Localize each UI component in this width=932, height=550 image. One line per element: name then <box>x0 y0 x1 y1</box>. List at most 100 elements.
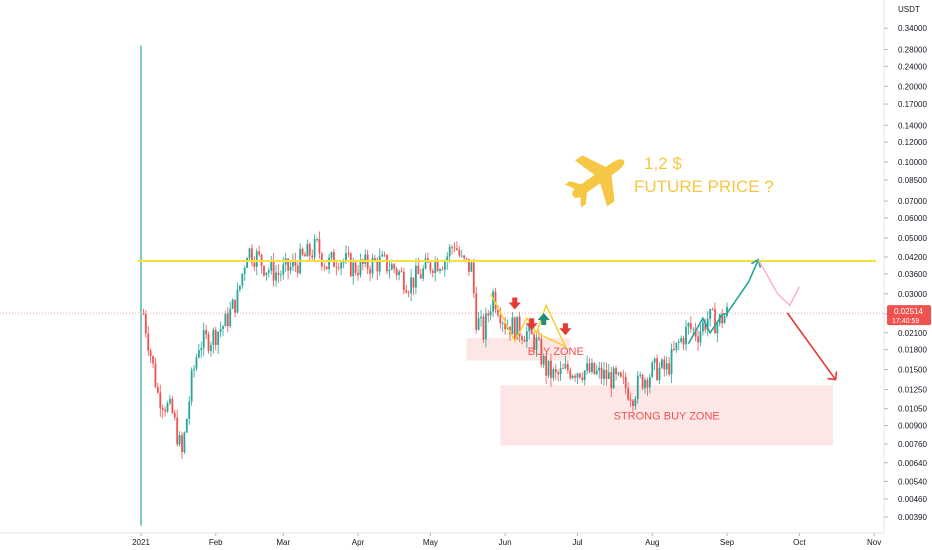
candle-body <box>251 248 253 263</box>
candle-body <box>226 313 229 327</box>
candle-body <box>453 247 456 249</box>
candle-body <box>629 399 632 401</box>
candle-body <box>287 258 290 271</box>
candle-body <box>591 362 593 373</box>
y-tick-label: 0.05000 <box>898 234 927 243</box>
candle-body <box>721 314 724 324</box>
candle-body <box>460 255 463 257</box>
x-tick-label: May <box>423 538 438 547</box>
candle-body <box>238 285 241 290</box>
y-tick-label: 0.00460 <box>898 495 927 504</box>
candle-body <box>263 265 265 276</box>
candle-body <box>482 316 485 340</box>
candle-body <box>149 350 152 357</box>
candle-body <box>275 272 277 281</box>
candle-body <box>605 369 608 380</box>
candle-body <box>456 248 458 250</box>
candle-body <box>610 372 613 389</box>
x-tick-label: Aug <box>645 538 659 547</box>
candle-body <box>410 277 412 294</box>
candle-body <box>328 257 330 270</box>
candle-body <box>501 323 504 324</box>
candle-body <box>651 362 654 377</box>
candle-body <box>504 323 507 330</box>
candle-body <box>164 409 167 412</box>
y-tick-label: 0.24000 <box>898 62 927 71</box>
candle-body <box>337 267 340 269</box>
candle-body <box>723 316 726 324</box>
time-axis[interactable]: 2021 Feb Mar Apr May Jun Jul Aug Sep Oct Nov <box>132 533 881 547</box>
candle-body <box>641 374 644 389</box>
candle-body <box>431 270 434 274</box>
candle-body <box>484 313 487 340</box>
signal-down-arrow <box>525 318 538 331</box>
zone-rect <box>466 338 571 361</box>
candle-body <box>451 246 453 248</box>
candle-body <box>255 251 258 267</box>
candle-body <box>547 360 550 376</box>
candle-body <box>472 262 475 294</box>
y-tick-label: 0.01050 <box>898 405 927 414</box>
candle-body <box>352 262 355 277</box>
candle-body <box>417 265 420 275</box>
candle-body <box>574 375 576 378</box>
zone-label: STRONG BUY ZONE <box>614 410 720 422</box>
candle-body <box>538 337 540 339</box>
annotation-future-price: FUTURE PRICE ? <box>634 177 774 196</box>
candle-body <box>246 258 249 268</box>
candle-body <box>154 363 157 388</box>
candle-body <box>181 435 183 453</box>
candle-body <box>424 258 427 269</box>
y-tick-label: 0.00390 <box>898 513 927 522</box>
candle-body <box>236 289 239 313</box>
candle-body <box>533 334 535 350</box>
candle-body <box>243 267 246 274</box>
y-tick-label: 0.04200 <box>898 253 927 262</box>
candle-body <box>183 432 186 453</box>
candle-body <box>673 348 675 350</box>
candle-body <box>279 274 282 276</box>
candle-body <box>443 261 446 270</box>
candle-body <box>475 293 478 330</box>
candle-body <box>152 356 154 364</box>
countdown-label: 17:40:59 <box>892 318 919 325</box>
candle-body <box>190 370 193 402</box>
y-tick-label: 0.01250 <box>898 386 927 395</box>
candle-body <box>687 323 690 327</box>
candle-body <box>658 367 661 381</box>
candle-body <box>562 368 564 369</box>
y-tick-label: 0.28000 <box>898 45 927 54</box>
candle-body <box>405 290 408 293</box>
candle-body <box>709 308 712 319</box>
candle-body <box>210 345 212 351</box>
candle-body <box>354 262 357 273</box>
candle-body <box>714 309 716 334</box>
candle-body <box>699 331 702 343</box>
candle-body <box>188 401 191 420</box>
candle-body <box>376 260 379 272</box>
price-axis[interactable]: 0.34000 0.28000 0.24000 0.20000 0.17000 0.140… <box>884 5 931 522</box>
candle-body <box>581 377 584 381</box>
candle-body <box>311 255 314 258</box>
candle-body <box>499 315 502 324</box>
x-tick-label: Oct <box>793 538 806 547</box>
airplane-wing-top <box>575 155 607 176</box>
candle-body <box>335 266 338 268</box>
candle-body <box>578 373 581 378</box>
candle-body <box>644 379 646 389</box>
candle-body <box>197 350 200 358</box>
candle-body <box>598 367 601 371</box>
candle-body <box>494 291 497 310</box>
candle-body <box>412 277 415 288</box>
candle-body <box>229 308 232 327</box>
x-tick-label: Sep <box>720 538 735 547</box>
candle-body <box>241 273 244 286</box>
y-tick-label: 0.01500 <box>898 366 927 375</box>
candle-body <box>603 369 605 379</box>
candle-body <box>202 330 205 349</box>
candle-body <box>545 356 548 376</box>
candle-body <box>617 372 620 375</box>
candle-body <box>542 356 545 365</box>
